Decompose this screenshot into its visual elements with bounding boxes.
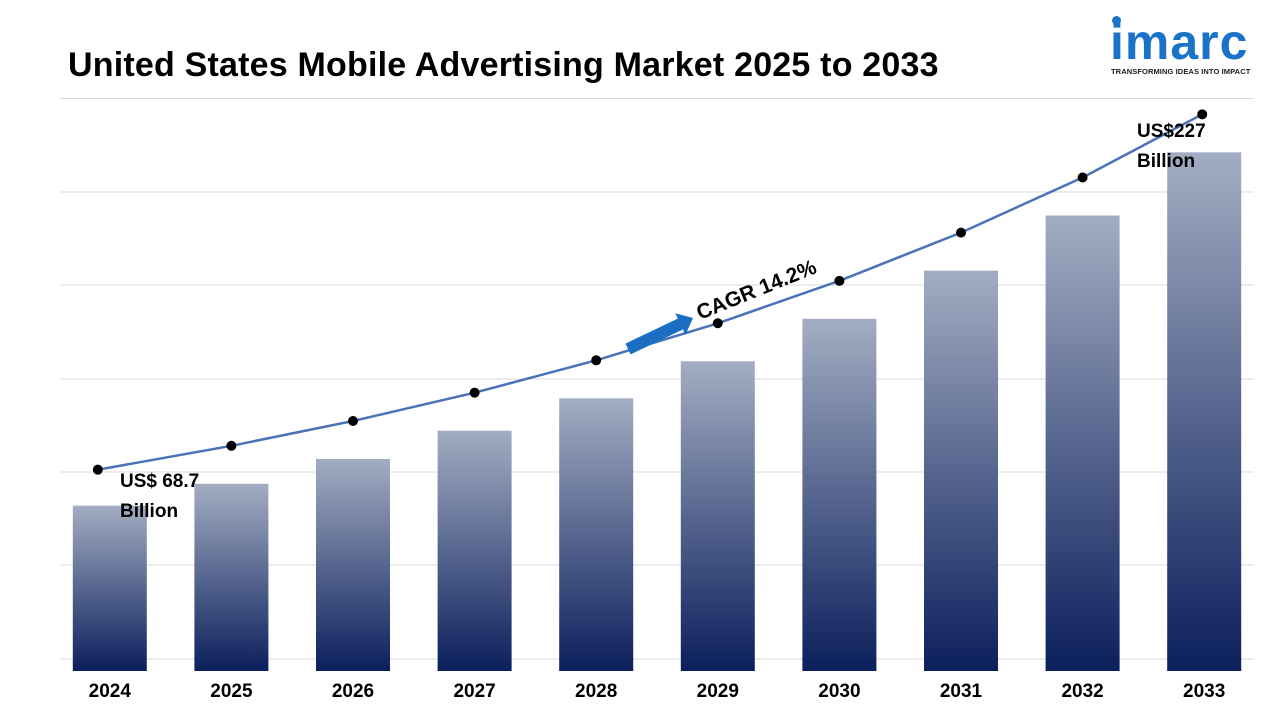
trend-point-2028: [591, 355, 602, 366]
x-tick-2032: 2032: [1061, 681, 1103, 702]
cagr-arrow-icon: [625, 313, 693, 355]
x-tick-2027: 2027: [453, 681, 495, 702]
x-tick-2024: 2024: [89, 681, 132, 702]
bar-2033: [1167, 152, 1242, 671]
trend-point-2027: [469, 387, 480, 398]
page-title: United States Mobile Advertising Market …: [68, 46, 939, 84]
logo-wordmark: imarc: [1110, 14, 1249, 70]
trend-point-2031: [956, 227, 966, 238]
trend-point-2033: [1197, 109, 1208, 120]
bar-2029: [680, 361, 755, 671]
trend-point-2025: [226, 440, 237, 451]
imarc-logo: imarc TRANSFORMING IDEAS INTO IMPACT: [1110, 6, 1275, 81]
x-tick-2028: 2028: [575, 681, 617, 702]
bar-2028: [559, 398, 634, 671]
x-tick-2030: 2030: [818, 681, 860, 702]
x-axis-ticks: 2024 2025 2026 2027 2028 2029 2030 2031 2032 2033: [89, 681, 1226, 702]
end-unit-label: Billion: [1137, 151, 1195, 172]
x-tick-2025: 2025: [210, 681, 253, 702]
cagr-label: CAGR 14.2%: [693, 256, 820, 325]
trend-point-2024: [92, 464, 103, 475]
x-tick-2026: 2026: [332, 681, 374, 702]
trend-point-2032: [1077, 172, 1088, 183]
bar-2026: [316, 459, 390, 671]
x-tick-2033: 2033: [1183, 681, 1225, 702]
trend-point-2030: [834, 275, 845, 286]
trend-point-2026: [348, 416, 358, 427]
bar-2024: [72, 505, 147, 671]
bar-2032: [1045, 215, 1120, 672]
logo-dot-icon: [1112, 16, 1121, 25]
x-tick-2029: 2029: [697, 681, 739, 702]
annotations: US$ 68.7 Billion US$227 Billion CAGR 14.2%: [120, 121, 1206, 522]
start-unit-label: Billion: [120, 501, 178, 522]
trend-line-path: [97, 113, 1203, 471]
trend-point-2029: [712, 318, 723, 329]
cagr-arrow-shape: [625, 313, 693, 355]
bar-2030: [802, 318, 877, 671]
start-value-label: US$ 68.7: [120, 471, 199, 492]
x-tick-2031: 2031: [940, 681, 983, 702]
end-value-label: US$227: [1137, 121, 1206, 142]
bars: [72, 152, 1242, 672]
title-divider: [60, 98, 1254, 99]
bar-2031: [924, 270, 998, 671]
bar-2025: [194, 483, 269, 671]
logo-tagline: TRANSFORMING IDEAS INTO IMPACT: [1111, 67, 1251, 76]
trend-line: [92, 109, 1208, 475]
bar-2027: [437, 430, 512, 671]
